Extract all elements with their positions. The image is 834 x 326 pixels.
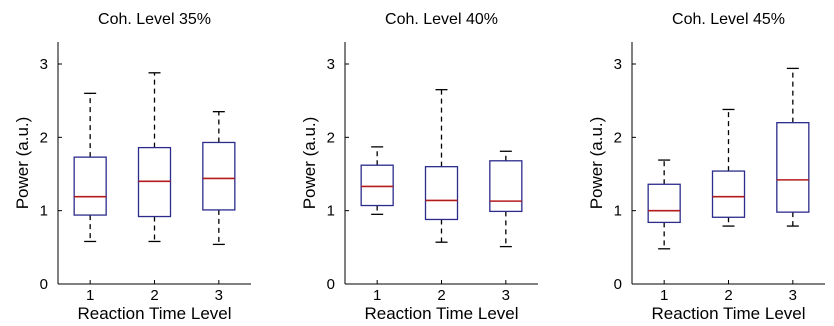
y-tick-label: 2	[327, 129, 335, 146]
x-tick-label: 3	[215, 287, 223, 304]
y-tick-label: 3	[327, 56, 335, 73]
iqr-box	[489, 160, 523, 213]
y-axis-label: Power (a.u.)	[13, 117, 32, 210]
iqr-box	[711, 170, 746, 218]
y-tick-label: 1	[614, 203, 622, 220]
y-tick-label: 2	[614, 129, 622, 146]
iqr-box	[202, 141, 236, 211]
chart-title: Coh. Level 35%	[98, 11, 211, 28]
y-tick-label: 1	[40, 203, 48, 220]
box-1	[360, 146, 394, 215]
x-tick-label: 2	[150, 287, 158, 304]
y-tick-label: 1	[327, 203, 335, 220]
chart-title: Coh. Level 40%	[385, 11, 498, 28]
y-tick-label: 2	[40, 129, 48, 146]
x-tick-label: 1	[373, 287, 381, 304]
y-tick-label: 3	[40, 56, 48, 73]
iqr-box	[424, 166, 459, 221]
box-3	[776, 67, 810, 227]
y-tick-label: 0	[614, 276, 622, 293]
y-tick-label: 0	[327, 276, 335, 293]
box-3	[202, 111, 236, 246]
box-1	[73, 92, 107, 243]
y-axis-label: Power (a.u.)	[587, 117, 606, 210]
x-tick-label: 1	[86, 287, 94, 304]
box-2	[711, 108, 746, 227]
x-tick-label: 2	[437, 287, 445, 304]
box-2	[424, 89, 459, 243]
x-axis-label: Reaction Time Level	[77, 304, 231, 323]
x-axis-label: Reaction Time Level	[364, 304, 518, 323]
iqr-box	[73, 156, 107, 216]
x-tick-label: 1	[660, 287, 668, 304]
y-tick-label: 3	[614, 56, 622, 73]
box-3	[489, 150, 523, 248]
x-tick-label: 3	[502, 287, 510, 304]
iqr-box	[647, 183, 681, 224]
x-tick-label: 3	[789, 287, 797, 304]
box-1	[647, 159, 681, 250]
x-tick-label: 2	[724, 287, 732, 304]
chart-title: Coh. Level 45%	[672, 11, 785, 28]
box-2	[137, 72, 172, 243]
iqr-box	[776, 122, 810, 213]
iqr-box	[360, 164, 394, 207]
y-tick-label: 0	[40, 276, 48, 293]
y-axis-label: Power (a.u.)	[300, 117, 319, 210]
x-axis-label: Reaction Time Level	[651, 304, 805, 323]
